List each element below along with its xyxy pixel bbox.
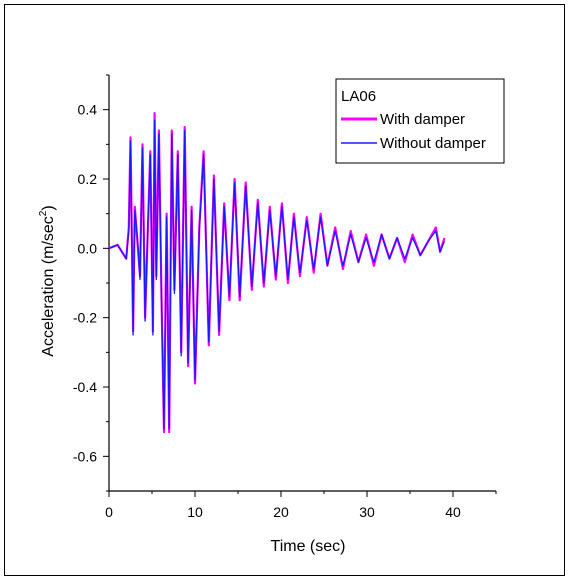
x-tick-label: 10: [187, 504, 203, 520]
legend-label: Without damper: [380, 135, 486, 152]
chart: 0 10 20 30 40 0.4 0.2 0.0 -0.2 -0.4 -0.6 LA06With …: [5, 5, 566, 577]
x-tick-label: 0: [105, 504, 113, 520]
y-tick-label: 0.4: [78, 102, 98, 118]
x-tick-label: 40: [445, 504, 461, 520]
x-tick-label: 30: [359, 504, 375, 520]
x-axis-label: Time (sec): [271, 538, 346, 555]
y-axis-label-text: Acceleration (m/sec: [40, 216, 57, 357]
chart-frame: 0 10 20 30 40 0.4 0.2 0.0 -0.2 -0.4 -0.6 LA06 With …: [4, 4, 565, 576]
x-tick-label: 20: [273, 504, 289, 520]
legend-label: With damper: [380, 111, 465, 128]
y-axis-label: Acceleration (m/sec2): [38, 205, 57, 356]
legend-title: LA06: [341, 88, 376, 105]
y-tick-label: 0.0: [78, 240, 98, 256]
y-axis-label-close: ): [40, 205, 57, 210]
y-tick-label: -0.6: [73, 448, 97, 464]
y-tick-label: 0.2: [78, 171, 98, 187]
y-tick-label: -0.4: [73, 379, 97, 395]
y-tick-label: -0.2: [73, 310, 97, 326]
